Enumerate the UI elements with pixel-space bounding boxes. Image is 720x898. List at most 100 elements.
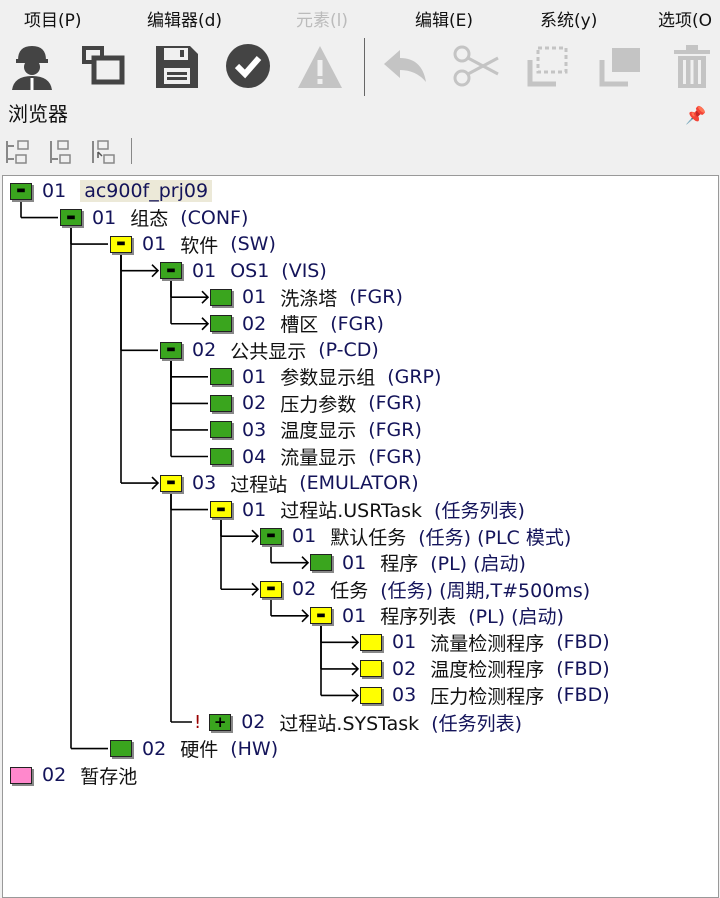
- collapse-toggle-icon[interactable]: ▬: [260, 580, 282, 598]
- select-icon[interactable]: [522, 40, 574, 92]
- node-name: 组态: [130, 208, 169, 231]
- node-name: 压力参数: [280, 393, 357, 416]
- node-name: 过程站.SYSTask: [279, 712, 420, 735]
- tree-node[interactable]: 01 参数显示组 (GRP): [210, 364, 441, 390]
- tree-node[interactable]: ▬ 03 过程站 (EMULATOR): [160, 470, 419, 496]
- node-number: 01: [242, 365, 267, 388]
- node-name: 洗涤塔: [280, 287, 338, 310]
- node-name: 压力检测程序: [430, 685, 545, 708]
- node-number: 01: [342, 551, 367, 574]
- arrow-icon: [151, 476, 160, 490]
- node-name: 硬件: [180, 739, 219, 762]
- tree-node[interactable]: ▬ 01 程序列表 (PL) (启动): [310, 603, 564, 629]
- tree-node[interactable]: 01 洗涤塔 (FGR): [210, 284, 403, 310]
- tree-node[interactable]: ▬ 01 组态 (CONF): [60, 205, 248, 231]
- tree-node[interactable]: 02 硬件 (HW): [110, 736, 278, 762]
- undo-icon[interactable]: [378, 40, 430, 92]
- arrow-icon: [301, 556, 310, 570]
- tree-node[interactable]: 02 槽区 (FGR): [210, 311, 384, 337]
- tree-node[interactable]: ▬ 01 默认任务 (任务) (PLC 模式): [260, 523, 571, 549]
- node-name: 流量显示: [280, 447, 357, 469]
- warning-icon[interactable]: [294, 40, 346, 92]
- expand-toggle-icon[interactable]: +: [209, 713, 232, 731]
- node-number: 01: [342, 604, 367, 627]
- cut-icon[interactable]: [450, 40, 502, 92]
- collapse-toggle-icon[interactable]: ▬: [160, 262, 182, 280]
- menu-editor[interactable]: 编辑器(d): [147, 11, 223, 31]
- node-type: (FGR): [368, 445, 422, 468]
- node-number: 01: [92, 206, 117, 229]
- node-status-icon: [210, 448, 232, 465]
- tree-node[interactable]: ! +02 过程站.SYSTask (任务列表): [194, 709, 522, 735]
- tree-node[interactable]: 02 温度检测程序 (FBD): [360, 656, 610, 682]
- node-number: 02: [242, 392, 267, 415]
- menu-edit[interactable]: 编辑(E): [415, 11, 474, 31]
- node-status-icon: [210, 368, 232, 386]
- panel-title: 浏览器: [8, 102, 68, 126]
- tree-node[interactable]: 04 流量显示 (FGR): [210, 444, 422, 470]
- menu-project[interactable]: 项目(P): [24, 11, 82, 31]
- window-icon[interactable]: [78, 40, 130, 92]
- node-name: 过程站: [230, 473, 288, 496]
- delete-icon[interactable]: [666, 40, 718, 92]
- node-type: (GRP): [387, 365, 442, 388]
- collapse-icon[interactable]: [4, 138, 32, 166]
- user-icon[interactable]: [6, 40, 58, 92]
- collapse-toggle-icon[interactable]: ▬: [10, 182, 32, 200]
- node-type: (FGR): [368, 418, 422, 441]
- tree-node[interactable]: ▬ 01 OS1 (VIS): [160, 258, 327, 284]
- tree-node[interactable]: ▬ 01 ac900f_prj09: [10, 178, 213, 204]
- node-status-icon: [360, 686, 382, 704]
- node-number: 01: [242, 286, 267, 309]
- check-icon[interactable]: [222, 40, 274, 92]
- node-status-icon: [360, 660, 382, 678]
- node-status-icon: [210, 421, 232, 439]
- tree-node[interactable]: ▬ 02 公共显示 (P-CD): [160, 337, 379, 363]
- collapse-toggle-icon[interactable]: ▬: [60, 209, 82, 227]
- menu-system[interactable]: 系统(y): [540, 11, 598, 31]
- tree-node[interactable]: 03 压力检测程序 (FBD): [360, 682, 610, 708]
- node-status-icon: [210, 394, 232, 412]
- tree-node[interactable]: 03 温度显示 (FGR): [210, 417, 422, 443]
- project-tree[interactable]: ▬ 01 ac900f_prj09 ▬ 01 组态 (CONF) ▬ 01 软件 (SW) ▬ 01 OS…: [2, 175, 719, 898]
- tree-node[interactable]: ▬ 01 软件 (SW): [110, 231, 276, 257]
- copy-icon[interactable]: [594, 40, 646, 92]
- node-name: OS1: [230, 259, 270, 282]
- tree-node[interactable]: ▬ 01 过程站.USRTask (任务列表): [210, 497, 525, 523]
- collapse-toggle-icon[interactable]: ▬: [210, 501, 232, 519]
- tree-node[interactable]: 01 程序 (PL) (启动): [310, 550, 526, 576]
- collapse-toggle-icon[interactable]: ▬: [310, 607, 332, 625]
- node-type: (P-CD): [318, 339, 379, 362]
- node-name: 程序列表: [380, 606, 457, 629]
- expand-icon[interactable]: [48, 138, 76, 166]
- node-number: 01: [42, 180, 67, 202]
- expand-all-icon[interactable]: [90, 138, 118, 166]
- node-number: 01: [142, 233, 167, 256]
- node-name: 程序: [380, 553, 419, 576]
- collapse-toggle-icon[interactable]: ▬: [260, 527, 282, 545]
- tree-node[interactable]: 02 暂存池: [10, 762, 137, 788]
- pin-icon[interactable]: 📌: [685, 106, 707, 126]
- menu-options[interactable]: 选项(O: [658, 11, 713, 31]
- node-number: 03: [242, 418, 267, 441]
- arrow-icon: [251, 529, 260, 543]
- collapse-toggle-icon[interactable]: ▬: [110, 235, 132, 253]
- tree-node[interactable]: ▬ 02 任务 (任务) (周期,T#500ms): [260, 576, 590, 602]
- node-type: (任务) (周期,T#500ms): [380, 579, 591, 602]
- node-type: (FBD): [556, 631, 610, 654]
- tree-node[interactable]: 02 压力参数 (FGR): [210, 390, 422, 416]
- collapse-toggle-icon[interactable]: ▬: [160, 341, 182, 359]
- node-type: (任务列表): [434, 500, 525, 523]
- collapse-toggle-icon[interactable]: ▬: [160, 474, 182, 492]
- node-type: (PL) (启动): [430, 553, 526, 576]
- node-type: (SW): [230, 233, 276, 256]
- tree-node[interactable]: 01 流量检测程序 (FBD): [360, 629, 610, 655]
- node-name: 槽区: [280, 314, 319, 337]
- save-icon[interactable]: [150, 40, 202, 92]
- node-name: 温度检测程序: [430, 659, 545, 682]
- node-type: (EMULATOR): [299, 472, 419, 495]
- node-type: (任务列表): [431, 712, 523, 735]
- menu-element[interactable]: 元素(l): [296, 11, 348, 31]
- node-type: (PL) (启动): [468, 606, 564, 629]
- node-name: 参数显示组: [280, 367, 376, 390]
